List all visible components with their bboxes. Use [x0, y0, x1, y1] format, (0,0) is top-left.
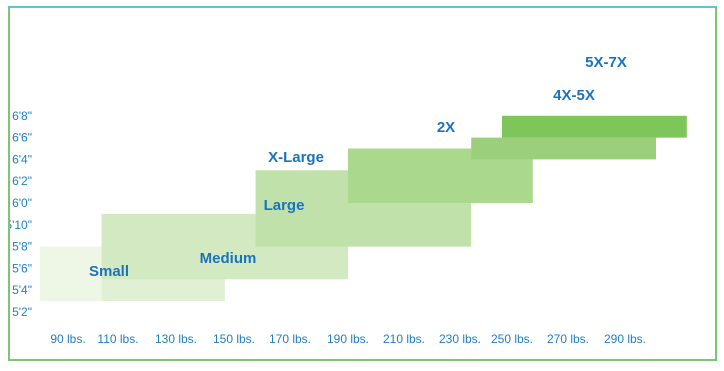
x-tick-label: 130 lbs.	[155, 332, 197, 346]
size-label: X-Large	[268, 149, 324, 166]
size-region-small	[40, 246, 102, 302]
size-chart-frame: Small Medium Large X-Large 2X 4X-5X 5X-7X 5'2" 5…	[8, 6, 717, 361]
y-tick-label: 6'6"	[12, 131, 32, 145]
size-chart: Small Medium Large X-Large 2X 4X-5X 5X-7X 5'2" 5…	[10, 54, 687, 346]
x-tick-label: 150 lbs.	[213, 332, 255, 346]
x-tick-label: 290 lbs.	[604, 332, 646, 346]
y-tick-label: 5'6"	[12, 261, 32, 275]
x-tick-label: 170 lbs.	[269, 332, 311, 346]
size-region-5x-7x	[502, 115, 687, 138]
x-tick-label: 270 lbs.	[547, 332, 589, 346]
size-label: Small	[89, 263, 129, 280]
size-label: 4X-5X	[553, 87, 595, 104]
x-tick-label: 230 lbs.	[439, 332, 481, 346]
size-label: Large	[264, 197, 305, 214]
size-label: Medium	[200, 250, 257, 267]
y-tick-label: 6'8"	[12, 109, 32, 123]
y-tick-label: 5'2"	[12, 305, 32, 319]
x-tick-label: 190 lbs.	[327, 332, 369, 346]
y-tick-label: 5'8"	[12, 240, 32, 254]
size-label: 5X-7X	[585, 54, 627, 71]
y-tick-label: 6'4"	[12, 152, 32, 166]
y-tick-label: 6'0"	[12, 196, 32, 210]
x-tick-label: 250 lbs.	[491, 332, 533, 346]
x-tick-label: 110 lbs.	[97, 332, 138, 346]
x-tick-label: 210 lbs.	[383, 332, 425, 346]
y-tick-label: 6'2"	[12, 174, 32, 188]
y-tick-label: 5'4"	[12, 283, 32, 297]
size-region-4x-5x	[471, 137, 656, 160]
size-label: 2X	[437, 119, 455, 136]
x-tick-label: 90 lbs.	[50, 332, 85, 346]
y-tick-label: 5'10"	[10, 218, 32, 232]
